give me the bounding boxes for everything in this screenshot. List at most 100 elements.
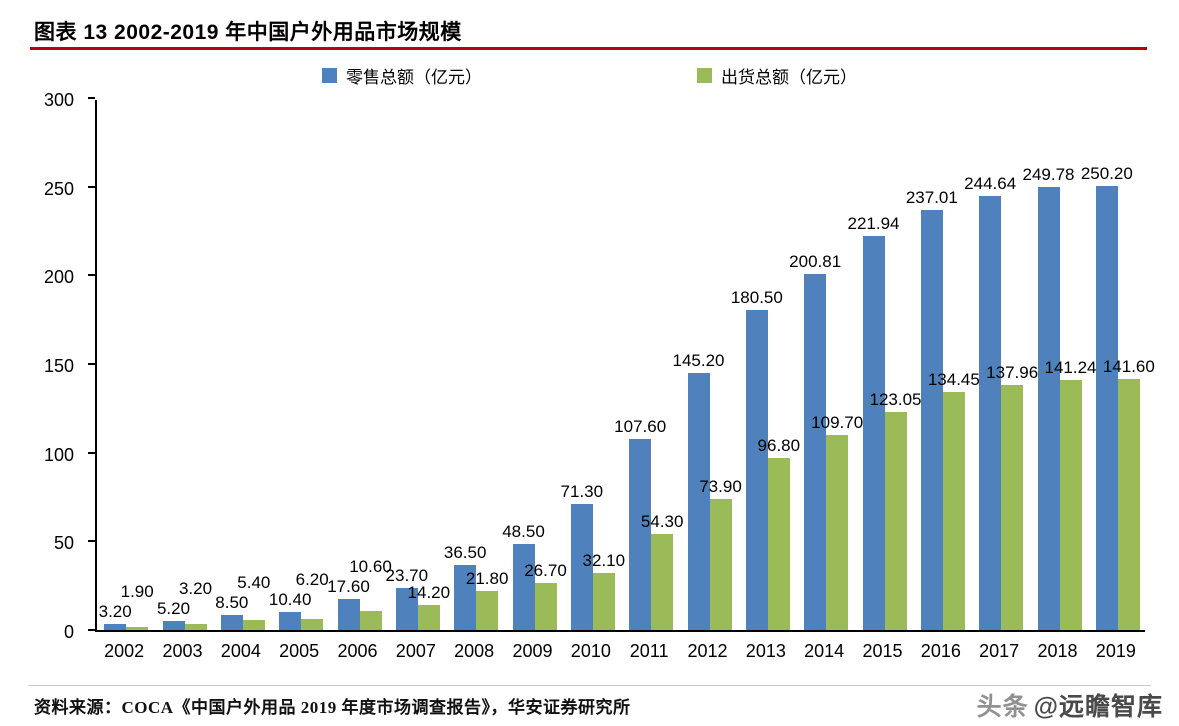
bar-shipment: [359, 611, 382, 630]
value-label-retail: 237.01: [905, 187, 958, 207]
x-axis-tick-label: 2004: [220, 641, 261, 661]
bar-retail: [279, 611, 302, 630]
value-label-retail: 71.30: [560, 481, 604, 501]
value-label-retail: 23.70: [385, 565, 429, 585]
bar-shipment: [884, 411, 907, 630]
bar-retail: [104, 624, 127, 630]
x-axis-tick-label: 2014: [804, 641, 845, 661]
x-axis-tick-label: 2018: [1037, 641, 1078, 661]
value-label-retail: 48.50: [502, 522, 545, 541]
x-axis-tick-label: 2002: [104, 641, 145, 661]
bar-shipment: [592, 573, 615, 630]
bar-shipment: [1001, 385, 1024, 630]
y-tick-mark: [88, 274, 95, 277]
value-label-retail: 10.40: [268, 589, 312, 609]
value-label-retail: 107.60: [614, 417, 667, 437]
page-title: 图表 13 2002-2019 年中国户外用品市场规模: [34, 21, 462, 44]
x-axis-tick-label: 2015: [862, 641, 903, 661]
watermark: 头条 @远瞻智库: [977, 687, 1163, 723]
value-label-shipment: 141.60: [1102, 356, 1155, 376]
x-axis-tick-label: 2017: [979, 641, 1020, 661]
x-axis-tick-label: 2011: [629, 641, 669, 661]
y-tick-mark: [88, 363, 95, 365]
value-label-retail: 244.64: [964, 174, 1017, 194]
y-tick-label: 100: [43, 444, 74, 465]
watermark-prefix: 头条: [976, 693, 1029, 721]
source-note: 资料来源：COCA《中国户外用品 2019 年度市场调查报告》，华安证券研究所: [34, 698, 631, 717]
value-label-retail: 200.81: [789, 251, 842, 271]
value-label-retail: 17.60: [327, 576, 370, 596]
value-label-retail: 250.20: [1080, 164, 1133, 184]
value-label-retail: 5.20: [156, 598, 191, 618]
bar-shipment: [942, 391, 965, 630]
legend-swatch-retail-icon: [322, 68, 337, 83]
bar-shipment: [184, 624, 207, 630]
value-label-retail: 249.78: [1022, 165, 1075, 185]
bar-shipment: [301, 619, 324, 630]
x-axis-tick-label: 2008: [454, 641, 495, 661]
bar-retail: [979, 196, 1002, 630]
bar-shipment: [1117, 378, 1140, 630]
value-label-shipment: 109.70: [811, 413, 864, 433]
value-label-shipment: 6.20: [295, 569, 329, 589]
value-label-shipment: 3.20: [178, 578, 213, 598]
bar-retail: [804, 273, 827, 630]
value-label-shipment: 1.90: [120, 582, 154, 602]
x-axis-tick-label: 2009: [512, 641, 553, 661]
value-label-shipment: 141.24: [1044, 357, 1097, 377]
bar-retail: [629, 439, 652, 630]
bar-shipment: [126, 626, 149, 630]
value-label-shipment: 5.40: [237, 572, 271, 592]
bar-retail: [337, 598, 360, 630]
x-axis-labels: 2002 2003 2004 2005 2006 2007 2008 2009 2010 2011…: [95, 641, 1145, 665]
value-label-shipment: 73.90: [699, 476, 742, 496]
watermark-handle: @远瞻智库: [1033, 693, 1163, 721]
y-tick-label: 300: [43, 90, 74, 110]
value-label-retail: 8.50: [215, 592, 249, 612]
x-axis-tick-label: 2016: [920, 641, 961, 661]
y-tick-mark: [88, 629, 95, 631]
x-axis-tick-label: 2010: [570, 641, 611, 661]
bar-shipment: [826, 435, 849, 630]
bar-shipment: [709, 498, 732, 630]
value-label-shipment: 21.80: [465, 569, 509, 589]
bar-retail: [454, 565, 477, 630]
y-tick-label: 0: [63, 622, 74, 642]
bar-shipment: [417, 604, 440, 630]
bar-shipment: [1059, 379, 1082, 630]
y-tick-mark: [88, 451, 95, 454]
y-tick-mark: [88, 185, 95, 188]
bar-retail: [920, 209, 943, 630]
value-label-retail: 3.20: [98, 602, 132, 622]
bar-retail: [162, 620, 185, 630]
bar-retail: [570, 503, 593, 630]
bar-shipment: [651, 533, 674, 630]
y-tick-label: 250: [43, 178, 74, 199]
bar-shipment: [476, 591, 499, 630]
x-axis-tick-label: 2012: [687, 641, 728, 661]
title-underline: [30, 47, 1147, 50]
value-label-shipment: 134.45: [927, 369, 980, 389]
footer-divider: [28, 685, 1151, 686]
bar-retail: [395, 587, 418, 630]
x-axis-tick-label: 2019: [1095, 641, 1136, 661]
y-tick-label: 150: [43, 356, 74, 376]
value-label-shipment: 10.60: [349, 556, 392, 576]
x-axis-tick-label: 2003: [162, 641, 203, 661]
bar-retail: [862, 236, 885, 630]
legend-swatch-shipment-icon: [697, 68, 712, 83]
x-axis-tick-label: 2006: [337, 641, 378, 661]
value-label-shipment: 26.70: [524, 560, 567, 580]
bar-retail: [1095, 186, 1118, 630]
y-tick-label: 200: [43, 267, 74, 288]
bar-retail: [512, 544, 535, 630]
x-axis-tick-label: 2007: [395, 641, 436, 661]
bar-shipment: [767, 458, 790, 630]
value-label-shipment: 123.05: [869, 389, 922, 409]
value-label-retail: 36.50: [443, 543, 487, 563]
y-tick-mark: [88, 540, 95, 543]
x-axis-tick-label: 2005: [279, 641, 320, 661]
plot-area: 3.20 1.90 5.20 3.20 8.50 5.40 10.40 6.20 17.60 10…: [88, 97, 1155, 632]
y-tick-mark: [88, 97, 95, 99]
